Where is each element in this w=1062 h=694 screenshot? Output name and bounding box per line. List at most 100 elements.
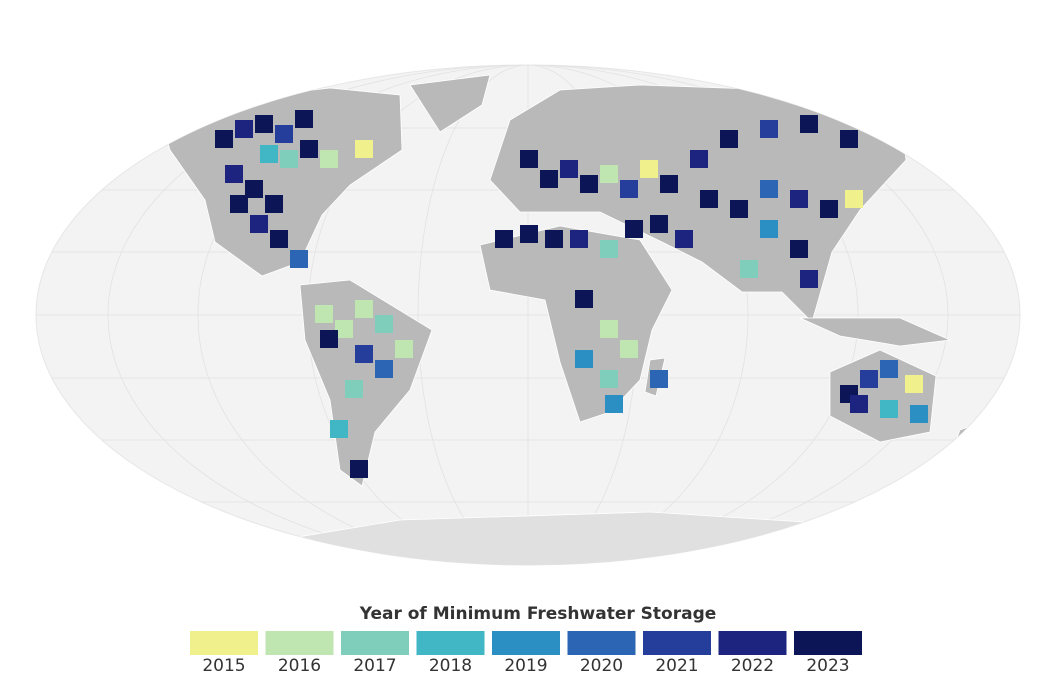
storage-cell xyxy=(650,370,668,388)
storage-cell xyxy=(740,260,758,278)
storage-cell xyxy=(260,145,278,163)
storage-cell xyxy=(580,175,598,193)
legend-label: 2016 xyxy=(278,656,321,676)
storage-cell xyxy=(540,170,558,188)
storage-cell xyxy=(335,320,353,338)
legend-swatch xyxy=(265,631,334,655)
legend-label: 2021 xyxy=(655,656,698,676)
storage-cell xyxy=(395,340,413,358)
storage-cell xyxy=(600,165,618,183)
storage-cell xyxy=(250,215,268,233)
storage-cell xyxy=(520,150,538,168)
storage-cell xyxy=(320,330,338,348)
storage-cell xyxy=(760,120,778,138)
storage-cell xyxy=(820,200,838,218)
storage-cell xyxy=(840,130,858,148)
storage-cell xyxy=(560,160,578,178)
legend-swatch xyxy=(567,631,636,655)
storage-cell xyxy=(650,215,668,233)
legend-swatch xyxy=(341,631,409,655)
australia xyxy=(829,349,937,443)
storage-cell xyxy=(905,375,923,393)
legend-label: 2020 xyxy=(580,656,623,676)
storage-cell xyxy=(290,250,308,268)
storage-cell xyxy=(730,200,748,218)
storage-cell xyxy=(760,180,778,198)
storage-cell xyxy=(910,405,928,423)
storage-cell xyxy=(265,195,283,213)
storage-cell xyxy=(605,395,623,413)
landmasses xyxy=(159,74,978,565)
storage-cell xyxy=(375,315,393,333)
storage-cell xyxy=(245,180,263,198)
storage-cell xyxy=(345,380,363,398)
storage-cell xyxy=(700,190,718,208)
storage-cell xyxy=(620,180,638,198)
storage-cell xyxy=(575,350,593,368)
storage-cell xyxy=(620,340,638,358)
legend-swatch xyxy=(794,631,862,655)
storage-cell xyxy=(760,220,778,238)
storage-cell xyxy=(280,150,298,168)
storage-cell xyxy=(275,125,293,143)
storage-cell xyxy=(575,290,593,308)
greenland xyxy=(409,74,491,133)
storage-cell xyxy=(230,195,248,213)
storage-cell xyxy=(330,420,348,438)
storage-cell xyxy=(640,160,658,178)
storage-cell xyxy=(625,220,643,238)
storage-cell xyxy=(790,190,808,208)
storage-cell xyxy=(850,395,868,413)
storage-cell xyxy=(375,360,393,378)
storage-cell xyxy=(355,140,373,158)
legend-swatch xyxy=(492,631,560,655)
legend-swatch xyxy=(190,631,258,655)
storage-cell xyxy=(350,460,368,478)
storage-cell xyxy=(845,190,863,208)
storage-cell xyxy=(690,150,708,168)
storage-cell xyxy=(600,320,618,338)
indonesia xyxy=(799,317,952,347)
storage-cell xyxy=(570,230,588,248)
storage-cell xyxy=(520,225,538,243)
storage-cell xyxy=(300,140,318,158)
storage-cell xyxy=(600,370,618,388)
storage-cell xyxy=(545,230,563,248)
storage-cell xyxy=(315,305,333,323)
storage-cell xyxy=(675,230,693,248)
storage-cell xyxy=(660,175,678,193)
storage-cell xyxy=(320,150,338,168)
storage-cell xyxy=(355,300,373,318)
storage-cell xyxy=(800,115,818,133)
storage-cell xyxy=(235,120,253,138)
storage-cell xyxy=(880,400,898,418)
legend-label: 2018 xyxy=(429,656,472,676)
legend-swatch xyxy=(718,631,787,655)
legend-label: 2019 xyxy=(504,656,547,676)
storage-cell xyxy=(860,110,878,128)
legend-label: 2017 xyxy=(353,656,396,676)
legend-label: 2022 xyxy=(731,656,774,676)
legend-label: 2015 xyxy=(202,656,245,676)
storage-cell xyxy=(355,345,373,363)
storage-cell xyxy=(215,130,233,148)
storage-cell xyxy=(880,360,898,378)
storage-cell xyxy=(790,240,808,258)
storage-cell xyxy=(800,270,818,288)
legend-title: Year of Minimum Freshwater Storage xyxy=(359,604,717,624)
legend-swatch xyxy=(643,631,711,655)
storage-cell xyxy=(495,230,513,248)
storage-cell xyxy=(270,230,288,248)
storage-cell xyxy=(600,240,618,258)
storage-cell xyxy=(295,110,313,128)
storage-cell xyxy=(225,165,243,183)
storage-cell xyxy=(860,370,878,388)
legend-swatch xyxy=(416,631,485,655)
legend: 2015 2016 2017 2018 2019 2020 2021 2022 2023 xyxy=(190,631,862,676)
legend-label: 2023 xyxy=(806,656,849,676)
storage-cell xyxy=(720,130,738,148)
storage-cells xyxy=(215,110,928,478)
storage-cell xyxy=(255,115,273,133)
